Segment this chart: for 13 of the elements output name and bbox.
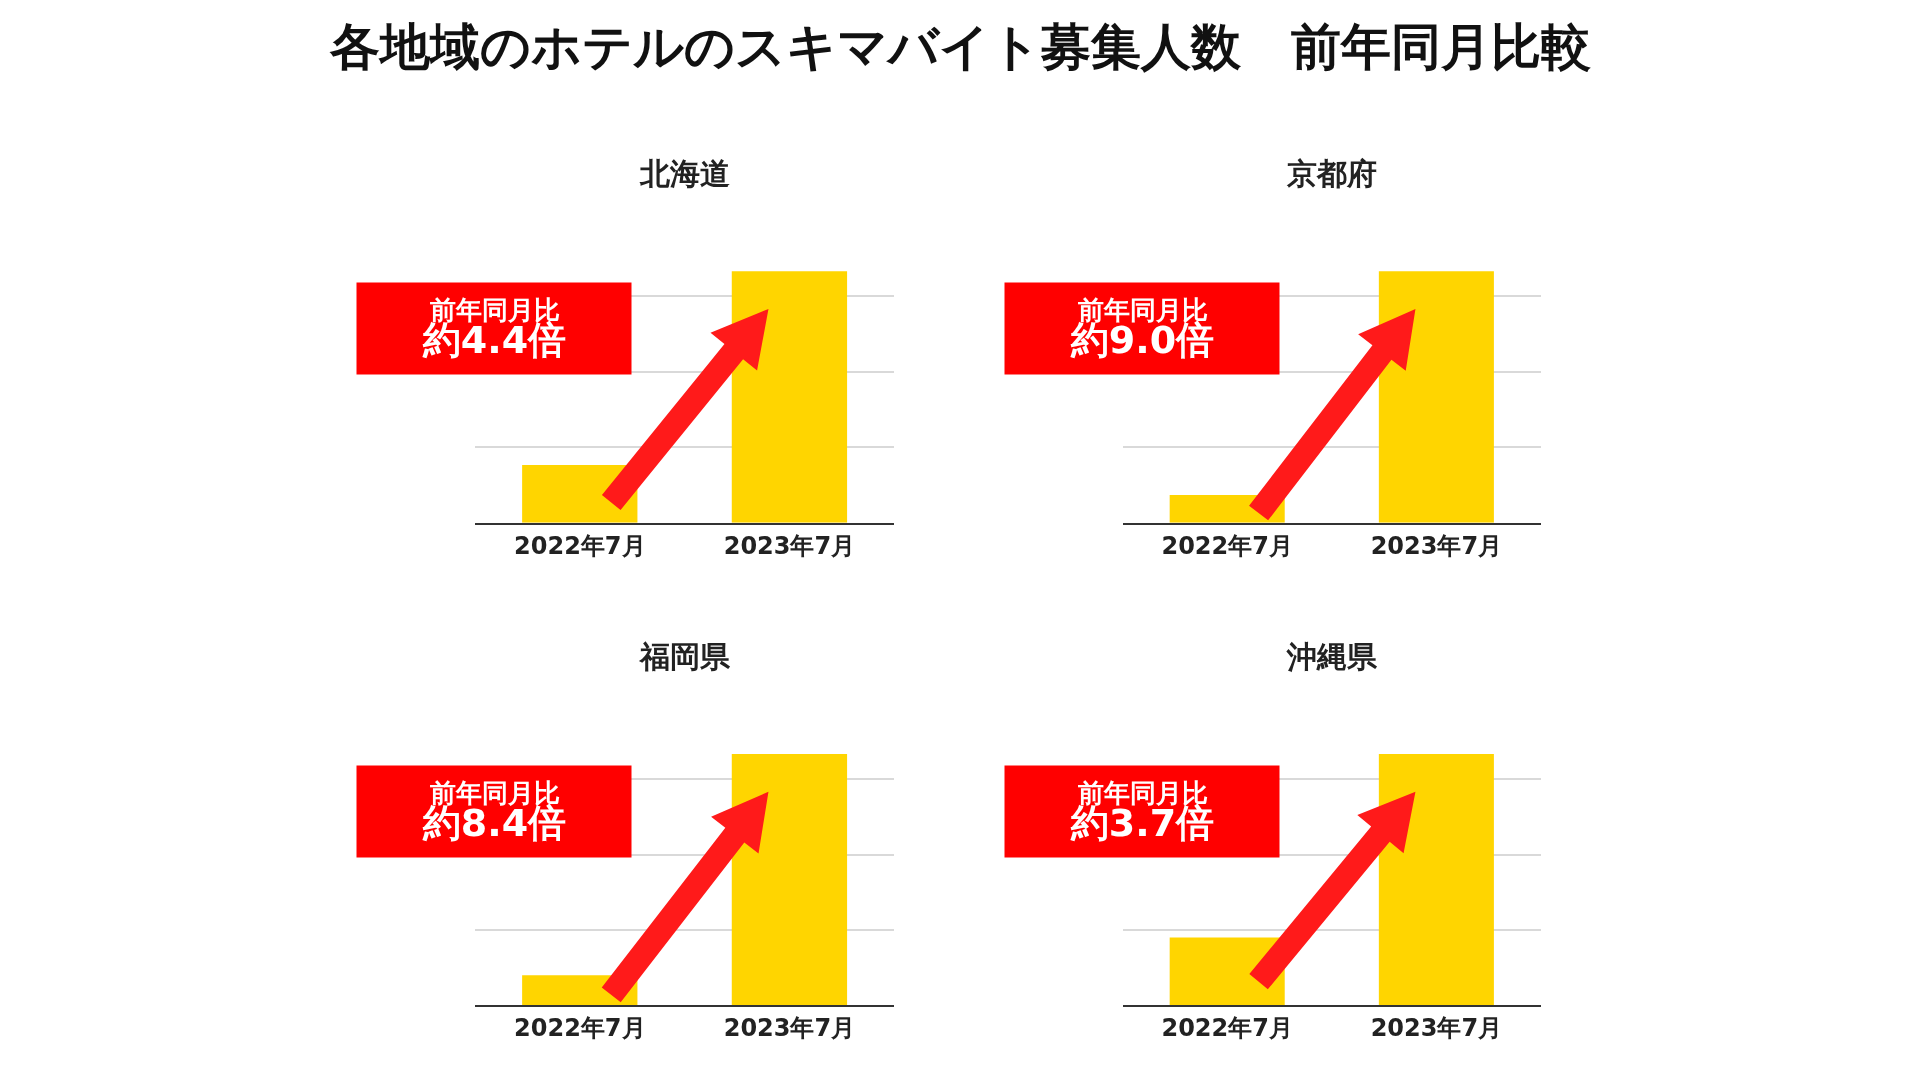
text: 各地域のホテルのスキマバイト募集人数 前年同月比較 — [329, 18, 1591, 76]
chart-title: 京都府 — [1286, 156, 1377, 191]
x-tick-label: 2023年7月 — [723, 531, 856, 560]
x-tick-label: 2022年7月 — [1161, 531, 1293, 560]
x-tick-label: 2022年7月 — [514, 1014, 646, 1043]
chart-title: 北海道 — [639, 156, 730, 191]
x-tick-label: 2022年7月 — [1161, 1014, 1293, 1043]
chart-title: 沖縄県 — [1286, 639, 1378, 674]
x-tick-label: 2022年7月 — [514, 531, 646, 560]
x-tick-label: 2023年7月 — [1370, 1014, 1503, 1043]
x-tick-label: 2023年7月 — [723, 1014, 856, 1043]
chart-title: 福岡県 — [638, 639, 731, 674]
x-tick-label: 2023年7月 — [1370, 531, 1503, 560]
